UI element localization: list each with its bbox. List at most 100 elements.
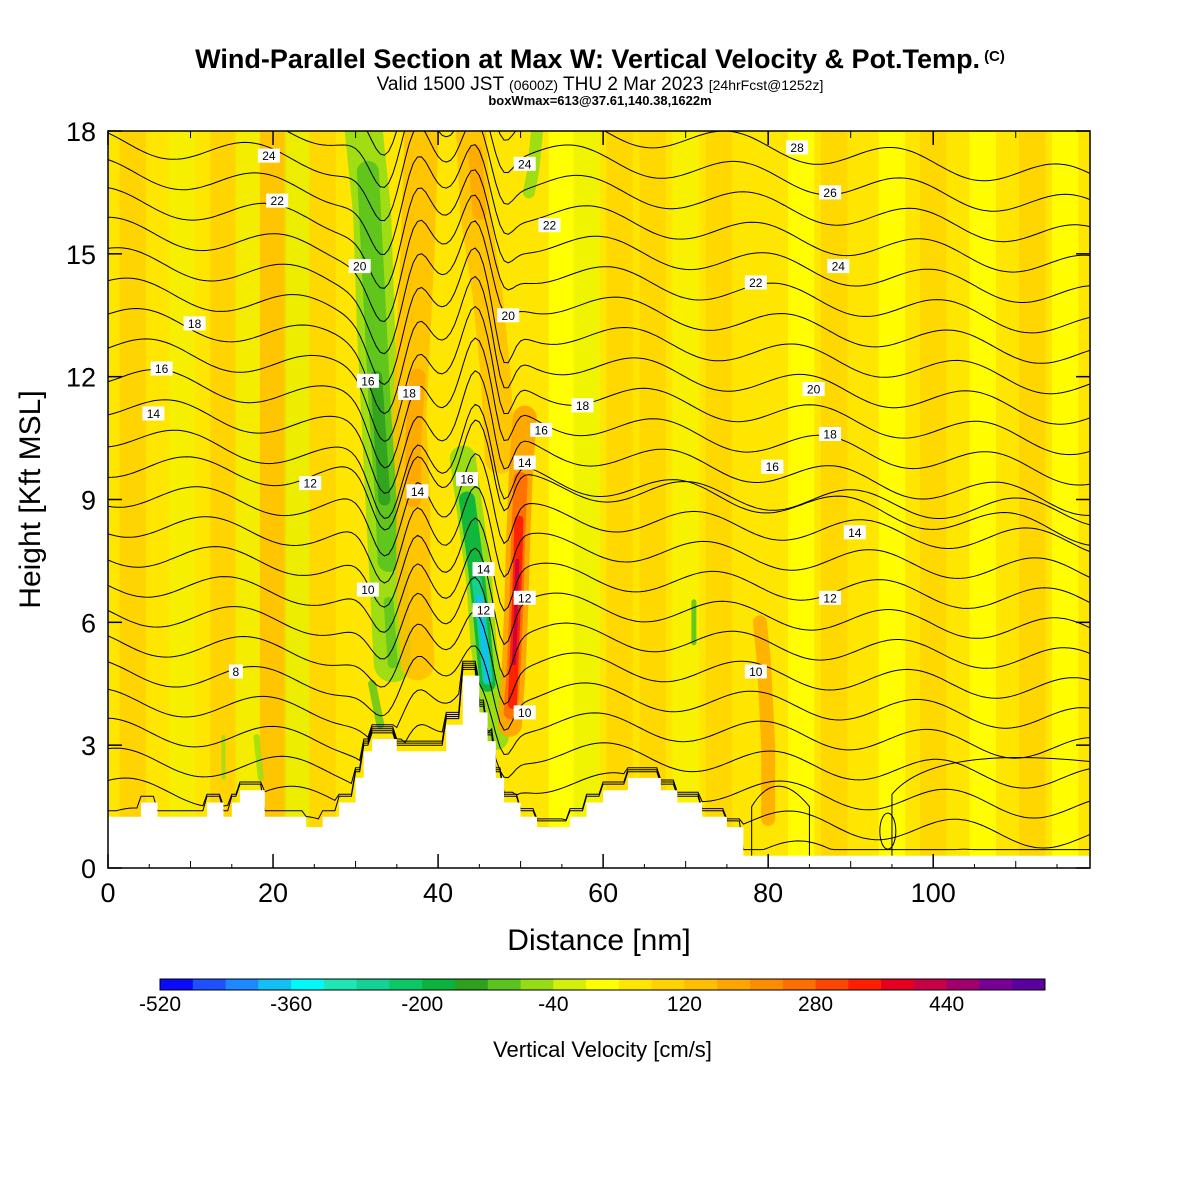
theta-contour-label: 28 — [786, 140, 809, 155]
theta-contour-label: 16 — [456, 472, 478, 487]
theta-contour-label: 14 — [472, 562, 495, 577]
theta-contour-line — [108, 337, 1090, 486]
theta-contour-label-bg — [183, 316, 206, 331]
w-streak — [284, 131, 312, 868]
theta-contour-line — [108, 666, 1090, 849]
theta-contour-label-bg — [142, 406, 165, 421]
theta-contour-label: 14 — [843, 525, 866, 540]
theta-contour-label: 20 — [802, 382, 825, 397]
w-streak — [672, 131, 699, 868]
theta-contour-label-text: 20 — [807, 383, 821, 397]
x-tick-label: 100 — [911, 878, 956, 908]
w-streak — [548, 131, 576, 868]
theta-contour-label: 16 — [761, 459, 784, 474]
theta-contour-label: 16 — [530, 422, 553, 437]
colorbar-swatch — [553, 979, 587, 990]
downdraft-band — [368, 679, 385, 729]
colorbar-swatch — [684, 979, 718, 990]
theta-contour-line — [108, 517, 1090, 612]
theta-contour-line — [108, 275, 1090, 425]
colorbar-swatch — [160, 979, 194, 990]
theta-contour-line — [108, 403, 1090, 546]
theta-contour-label: 18 — [183, 316, 206, 331]
colorbar-tick-label: 440 — [929, 993, 964, 1016]
x-axis-label: Distance [nm] — [507, 924, 690, 957]
theta-contour-label-text: 12 — [304, 477, 318, 491]
w-streak — [878, 131, 906, 868]
theta-contour-label-bg — [513, 590, 536, 605]
theta-contour-label-text: 20 — [353, 260, 367, 274]
theta-contour-label-text: 14 — [147, 407, 161, 421]
y-tick-label: 12 — [66, 363, 96, 393]
theta-contour-label-bg — [406, 484, 429, 499]
theta-contour-label-text: 18 — [188, 317, 202, 331]
theta-contour-label-bg — [398, 386, 421, 400]
x-tick-label: 20 — [258, 878, 288, 908]
theta-contour-label-bg — [819, 427, 842, 441]
y-tick-label: 9 — [81, 486, 96, 516]
theta-contour-label: 10 — [744, 664, 767, 679]
downdraft-band — [383, 596, 398, 669]
theta-contour-label-bg — [819, 590, 842, 605]
theta-contour-label-bg — [744, 664, 767, 679]
theta-contour-line — [108, 485, 1090, 584]
theta-contour-label-bg — [843, 525, 866, 540]
w-streak — [309, 131, 336, 868]
colorbar-swatch — [946, 979, 980, 990]
theta-contour-line — [366, 131, 1090, 182]
theta-contour-line — [108, 452, 1090, 557]
theta-contour-label-bg — [356, 582, 379, 597]
theta-contour-label-text: 10 — [518, 706, 532, 720]
theta-contour-line — [108, 305, 1090, 456]
colorbar-swatch — [913, 979, 948, 990]
colorbar-swatch — [1012, 979, 1046, 990]
title-mark: (C) — [984, 48, 1005, 65]
theta-contour-label: 20 — [497, 308, 520, 323]
w-streak — [573, 131, 600, 868]
colorbar-swatch — [618, 979, 653, 990]
theta-contour-label-text: 28 — [790, 141, 804, 155]
theta-contour-label-bg — [786, 140, 809, 155]
theta-contour-label-text: 18 — [823, 428, 837, 442]
downdraft-band — [522, 131, 544, 199]
theta-contour-label-bg — [472, 562, 495, 577]
plot-area: 24 22 24 22 28 26 24 22 20 20 20 18 18 18 18 16 16 16 16 16… — [108, 131, 1090, 868]
theta-contour-label-text: 18 — [403, 387, 417, 401]
colorbar-swatch — [422, 979, 456, 990]
colorbar-swatch — [881, 979, 915, 990]
theta-contour-label: 14 — [513, 455, 536, 470]
colorbar-tick-label: -40 — [538, 993, 568, 1016]
theta-contour-label-bg — [299, 476, 322, 491]
theta-contour-label-text: 16 — [361, 374, 375, 388]
theta-contour-label: 22 — [744, 275, 767, 290]
subtitle-main: Valid 1500 JST — [376, 74, 504, 95]
theta-contour-label-text: 24 — [518, 157, 532, 171]
theta-contour-line — [108, 144, 1090, 273]
theta-contour-label: 10 — [356, 582, 379, 597]
theta-contour-label: 24 — [257, 148, 280, 163]
theta-contour-line — [108, 660, 1090, 759]
theta-contour-label-bg — [348, 259, 371, 274]
theta-contour-label: 18 — [819, 427, 842, 442]
subtitle-utc: (0600Z) — [509, 77, 559, 93]
theta-contour-label-bg — [513, 705, 536, 720]
colorbar-swatch — [225, 979, 259, 990]
theta-contour-label-text: 10 — [361, 583, 375, 597]
w-streak — [787, 131, 815, 868]
colorbar-swatch — [750, 979, 784, 990]
y-tick-label: 0 — [81, 854, 96, 884]
colorbar-swatch — [258, 979, 292, 990]
theta-contour-label: 14 — [142, 406, 165, 421]
theta-contour-label: 10 — [513, 705, 536, 720]
theta-contour-label-text: 22 — [543, 219, 557, 233]
theta-contour-line — [108, 247, 1090, 395]
theta-contour-label-bg — [513, 455, 536, 470]
colorbar-swatch — [848, 979, 882, 990]
theta-contour-label-bg — [257, 148, 280, 163]
theta-contour-label-text: 14 — [848, 526, 862, 540]
w-streak — [169, 131, 196, 868]
theta-contour-label-bg — [497, 308, 520, 323]
x-tick-label: 80 — [753, 878, 783, 908]
theta-contour-line — [108, 194, 1090, 334]
